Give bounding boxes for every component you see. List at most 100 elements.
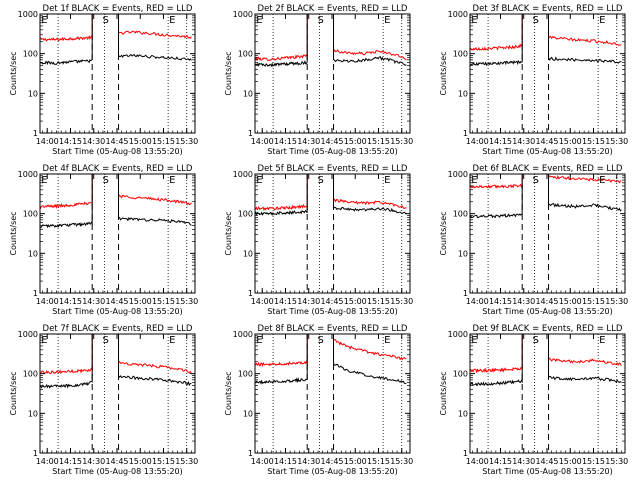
events-series-segment-2 [548, 174, 622, 212]
event-marker-E: E [471, 335, 477, 346]
x-tick-label: 14:15 [59, 297, 82, 306]
y-tick-label: 100 [238, 370, 253, 379]
y-tick-label: 100 [23, 370, 38, 379]
panel-det-3: Det 3f BLACK = Events, RED = LLD 1 10 100 10… [439, 4, 628, 156]
x-tick-label: 15:00 [129, 457, 152, 466]
x-tick-label: 14:30 [512, 297, 535, 306]
x-tick-label: 15:30 [605, 297, 628, 306]
events-series-segment-2 [333, 174, 407, 215]
x-tick-label: 14:45 [320, 137, 343, 146]
panel-title: Det 2f BLACK = Events, RED = LLD [258, 4, 408, 14]
x-axis-label: Start Time (05-Aug-08 13:55:20) [52, 147, 183, 156]
y-tick-label: 100 [238, 210, 253, 219]
events-series-segment-2 [548, 334, 622, 383]
event-marker-E: E [599, 15, 605, 26]
x-axis-label: Start Time (05-Aug-08 13:55:20) [482, 307, 613, 316]
y-axis-label: Counts/sec [224, 371, 233, 415]
event-marker-E: E [41, 175, 47, 186]
x-tick-label: 14:30 [297, 137, 320, 146]
event-marker-S: S [102, 15, 108, 26]
plot-frame [469, 333, 626, 454]
x-tick-label: 15:15 [152, 457, 175, 466]
y-tick-label: 100 [23, 50, 38, 59]
x-tick-label: 14:00 [466, 457, 489, 466]
event-marker-E: E [256, 175, 262, 186]
y-tick-label: 1 [463, 449, 468, 458]
x-tick-label: 14:30 [297, 297, 320, 306]
y-tick-label: 100 [238, 50, 253, 59]
x-tick-label: 15:00 [129, 297, 152, 306]
panel-det-5: Det 5f BLACK = Events, RED = LLD 1 10 100 10… [224, 164, 413, 316]
panel-title: Det 8f BLACK = Events, RED = LLD [258, 324, 408, 334]
y-axis-label: Counts/sec [224, 211, 233, 255]
lld-series-segment-1 [39, 334, 93, 375]
event-marker-E: E [471, 175, 477, 186]
x-tick-label: 14:00 [251, 297, 274, 306]
y-tick-label: 1000 [233, 330, 253, 339]
x-tick-label: 15:15 [152, 297, 175, 306]
event-marker-E: E [41, 335, 47, 346]
lld-series-segment-2 [548, 14, 622, 46]
x-tick-label: 15:00 [344, 457, 367, 466]
x-tick-label: 14:45 [320, 297, 343, 306]
lld-series-segment-1 [39, 14, 93, 42]
event-marker-S: S [317, 15, 323, 26]
panel-title: Det 6f BLACK = Events, RED = LLD [473, 164, 623, 174]
x-tick-label: 14:00 [466, 137, 489, 146]
events-series-segment-2 [333, 334, 407, 385]
events-series-segment-1 [469, 174, 523, 219]
event-marker-E: E [384, 175, 390, 186]
lld-series-segment-2 [118, 14, 192, 39]
plot-frame [469, 173, 626, 294]
plot-frame [254, 333, 411, 454]
event-marker-S: S [102, 335, 108, 346]
x-tick-label: 15:30 [175, 297, 198, 306]
y-tick-label: 10 [28, 89, 38, 98]
x-tick-label: 14:15 [489, 297, 512, 306]
panel-det-6: Det 6f BLACK = Events, RED = LLD 1 10 100 10… [439, 164, 628, 316]
x-tick-label: 15:30 [390, 297, 413, 306]
x-tick-label: 15:30 [175, 137, 198, 146]
lld-series-segment-1 [254, 334, 308, 368]
x-tick-label: 15:15 [367, 297, 390, 306]
lld-series-segment-1 [39, 174, 93, 210]
events-series-segment-1 [469, 14, 523, 67]
events-series-segment-1 [39, 334, 93, 389]
x-tick-label: 14:15 [489, 457, 512, 466]
event-marker-S: S [532, 335, 538, 346]
x-tick-label: 15:00 [344, 137, 367, 146]
x-tick-label: 15:15 [367, 137, 390, 146]
x-tick-label: 15:30 [390, 137, 413, 146]
x-axis-label: Start Time (05-Aug-08 13:55:20) [482, 467, 613, 476]
lld-series-segment-1 [469, 174, 523, 189]
y-tick-label: 10 [243, 409, 253, 418]
lld-series-segment-2 [548, 174, 622, 184]
x-tick-label: 15:00 [129, 137, 152, 146]
x-tick-label: 15:15 [152, 137, 175, 146]
event-marker-E: E [384, 335, 390, 346]
y-tick-label: 1000 [448, 170, 468, 179]
lld-series-segment-2 [333, 14, 407, 61]
x-tick-label: 14:00 [36, 137, 59, 146]
y-tick-label: 10 [28, 409, 38, 418]
events-series-segment-1 [254, 14, 308, 68]
panel-title: Det 4f BLACK = Events, RED = LLD [43, 164, 193, 174]
y-tick-label: 1 [463, 289, 468, 298]
event-marker-E: E [599, 175, 605, 186]
y-tick-label: 1000 [18, 330, 38, 339]
x-tick-label: 14:15 [59, 137, 82, 146]
x-tick-label: 14:45 [535, 457, 558, 466]
event-marker-E: E [256, 335, 262, 346]
event-marker-E: E [599, 335, 605, 346]
lld-series-segment-1 [254, 14, 308, 62]
x-tick-label: 15:30 [605, 137, 628, 146]
panel-title: Det 7f BLACK = Events, RED = LLD [43, 324, 193, 334]
event-marker-E: E [41, 15, 47, 26]
events-series-segment-2 [118, 174, 192, 226]
x-tick-label: 15:00 [344, 297, 367, 306]
plot-frame [39, 333, 196, 454]
panel-title: Det 5f BLACK = Events, RED = LLD [258, 164, 408, 174]
events-series-segment-2 [333, 14, 407, 66]
y-axis-label: Counts/sec [9, 211, 18, 255]
